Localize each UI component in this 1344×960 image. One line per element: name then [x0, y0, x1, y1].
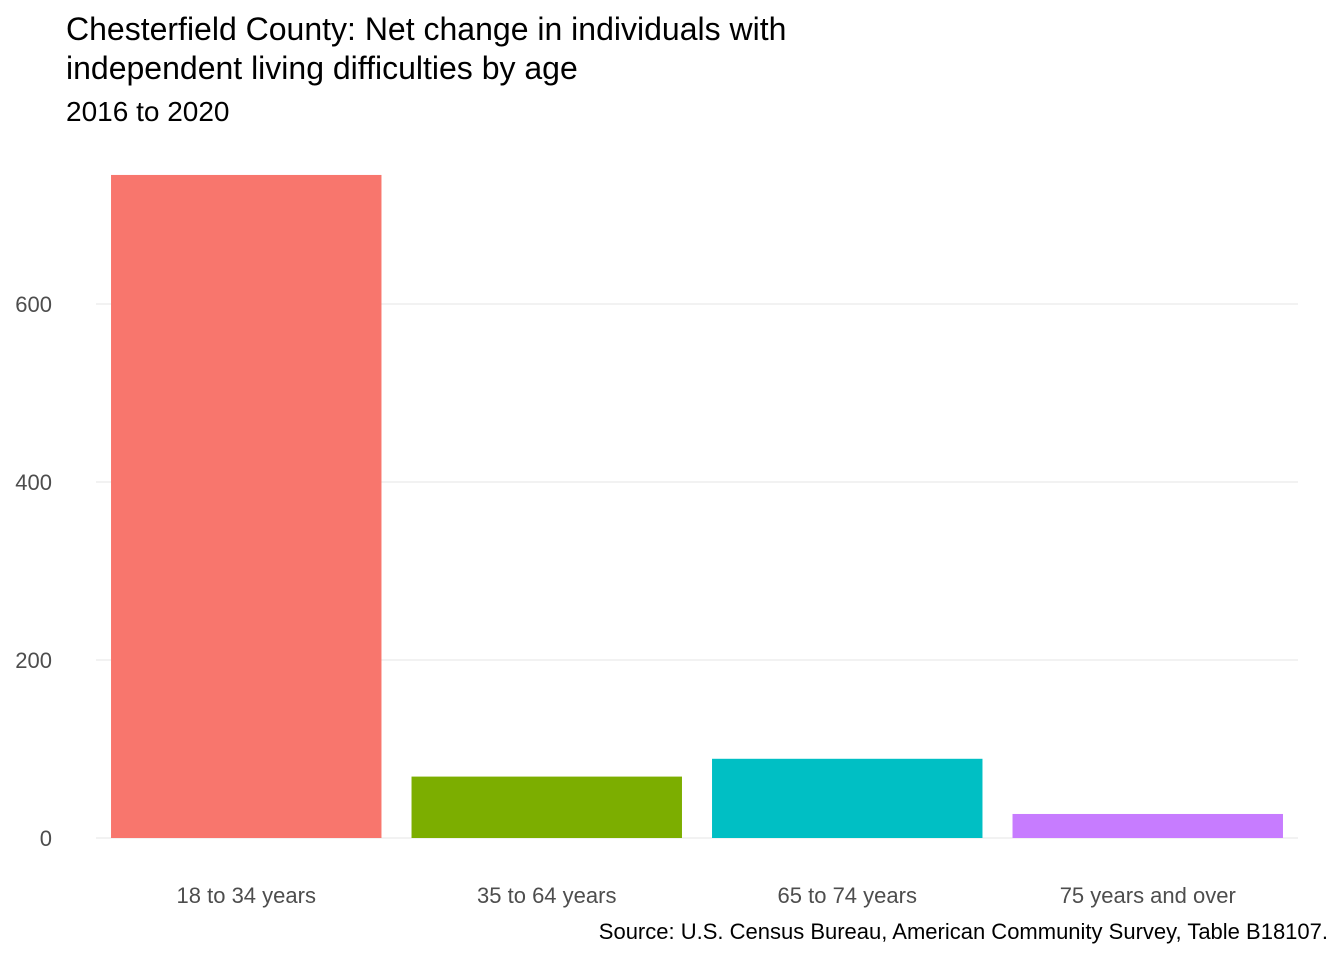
- y-axis-ticks: 0 200 400 600: [15, 292, 52, 851]
- y-tick-label: 600: [15, 292, 52, 317]
- bar: [111, 174, 382, 838]
- bar: [411, 776, 682, 838]
- bar: [712, 758, 983, 838]
- chart-subtitle: 2016 to 2020: [66, 96, 230, 127]
- x-tick-label: 35 to 64 years: [477, 883, 616, 908]
- bar: [1012, 813, 1283, 838]
- x-tick-label: 65 to 74 years: [778, 883, 917, 908]
- x-axis-ticks: 18 to 34 years 35 to 64 years 65 to 74 yea…: [177, 883, 1236, 908]
- chart-title: Chesterfield County: Net change in indiv…: [66, 11, 787, 86]
- x-tick-label: 75 years and over: [1060, 883, 1236, 908]
- y-tick-label: 400: [15, 470, 52, 495]
- x-tick-label: 18 to 34 years: [177, 883, 316, 908]
- chart-caption: Source: U.S. Census Bureau, American Com…: [598, 919, 1328, 944]
- y-tick-label: 200: [15, 648, 52, 673]
- bars: [111, 174, 1283, 838]
- y-tick-label: 0: [40, 826, 52, 851]
